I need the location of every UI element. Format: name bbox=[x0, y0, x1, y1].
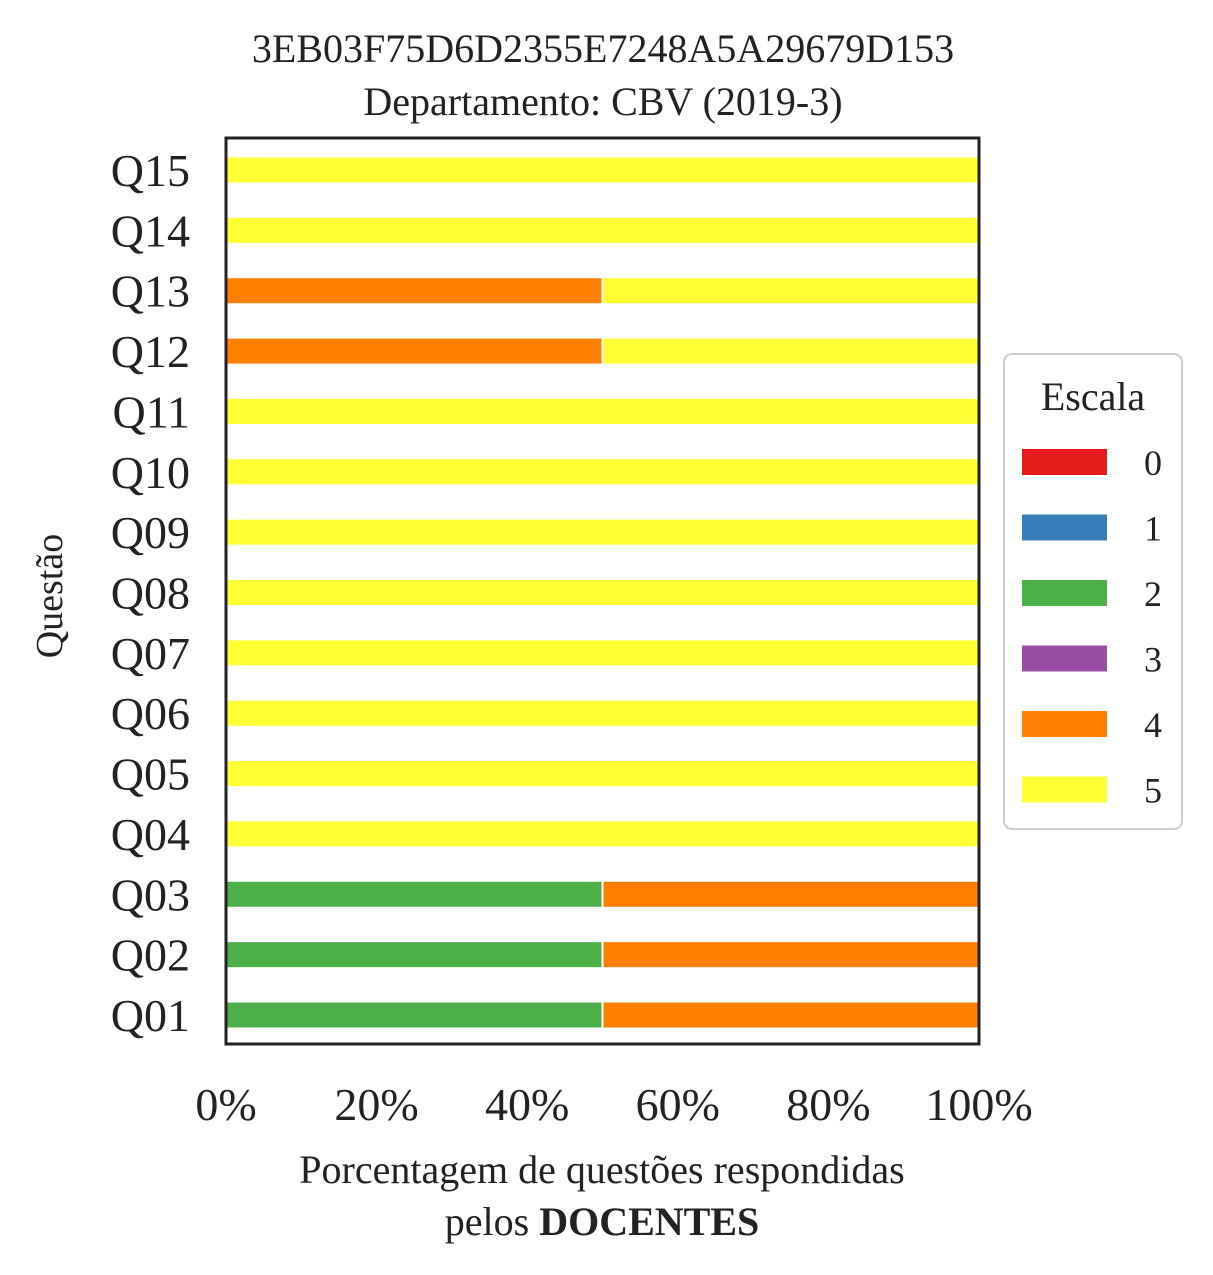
bar-q11-scale-5 bbox=[225, 396, 980, 426]
x-tick-label: 60% bbox=[636, 1079, 720, 1130]
y-tick-label: Q07 bbox=[111, 628, 190, 679]
bar-q08-scale-5 bbox=[225, 578, 980, 607]
chart-title: 3EB03F75D6D2355E7248A5A29679D153 bbox=[252, 26, 954, 71]
x-tick-label: 80% bbox=[786, 1079, 870, 1130]
y-tick-label: Q13 bbox=[111, 266, 190, 317]
bar-q01-scale-4 bbox=[601, 1000, 980, 1030]
x-axis-label-line1: Porcentagem de questões respondidas bbox=[299, 1147, 904, 1192]
y-tick-label: Q14 bbox=[111, 205, 190, 256]
bar-q09-scale-5 bbox=[225, 517, 980, 547]
legend-label-2: 2 bbox=[1144, 574, 1162, 614]
legend-label-4: 4 bbox=[1144, 705, 1162, 745]
y-tick-label: Q03 bbox=[111, 869, 190, 920]
legend-label-1: 1 bbox=[1144, 509, 1162, 549]
y-tick-label: Q10 bbox=[111, 447, 190, 498]
legend-items: 0 1 2 3 4 5 bbox=[1022, 443, 1162, 811]
chart-subtitle: Departamento: CBV (2019-3) bbox=[363, 79, 842, 124]
y-tick-label: Q04 bbox=[111, 809, 190, 860]
bar-q02-scale-4 bbox=[601, 940, 980, 970]
x-tick-label: 100% bbox=[925, 1079, 1032, 1130]
bar-q03-scale-2 bbox=[225, 879, 604, 909]
legend-swatch-4 bbox=[1022, 711, 1107, 737]
bar-q06-scale-5 bbox=[225, 698, 980, 728]
x-axis-label-bold: DOCENTES bbox=[539, 1199, 759, 1244]
x-tick-labels: 0% 20% 40% 60% 80% 100% bbox=[195, 1079, 1032, 1130]
x-axis-label-prefix: pelos bbox=[445, 1199, 539, 1244]
bar-q07-scale-5 bbox=[225, 638, 980, 668]
bar-q02-scale-2 bbox=[225, 940, 604, 970]
y-tick-label: Q08 bbox=[111, 568, 190, 619]
x-tick-label: 20% bbox=[334, 1079, 418, 1130]
y-tick-label: Q11 bbox=[112, 386, 190, 437]
bar-q12-scale-5 bbox=[601, 336, 980, 366]
legend-swatch-2 bbox=[1022, 580, 1107, 606]
legend-label-5: 5 bbox=[1144, 771, 1162, 811]
legend-swatch-1 bbox=[1022, 514, 1107, 541]
y-tick-label: Q05 bbox=[111, 749, 190, 800]
legend-label-3: 3 bbox=[1144, 640, 1162, 680]
bars-layer bbox=[225, 155, 980, 1030]
y-tick-label: Q09 bbox=[111, 507, 190, 558]
bar-q10-scale-5 bbox=[225, 457, 980, 487]
y-tick-labels: Q01 Q02 Q03 Q04 Q05 Q06 Q07 Q08 Q09 Q10 Q11 Q12 Q13 Q… bbox=[111, 145, 190, 1041]
y-tick-label: Q02 bbox=[111, 930, 190, 981]
bar-q12-scale-4 bbox=[225, 336, 604, 366]
legend: Escala 0 1 2 3 4 5 bbox=[1003, 353, 1183, 830]
x-tick-label: 0% bbox=[195, 1079, 256, 1130]
x-tick-label: 40% bbox=[485, 1079, 569, 1130]
plot-frame bbox=[224, 136, 981, 1046]
bar-q14-scale-5 bbox=[225, 215, 980, 245]
y-tick-label: Q01 bbox=[111, 990, 190, 1041]
bar-q01-scale-2 bbox=[225, 1000, 604, 1030]
bar-q15-scale-5 bbox=[225, 155, 980, 185]
y-tick-label: Q15 bbox=[111, 145, 190, 196]
bar-q05-scale-5 bbox=[225, 759, 980, 789]
x-axis-label-line2: pelos DOCENTES bbox=[445, 1199, 760, 1244]
legend-swatch-0 bbox=[1022, 449, 1107, 475]
y-axis-label: Questão bbox=[29, 534, 71, 659]
bar-q03-scale-4 bbox=[601, 879, 980, 909]
legend-title: Escala bbox=[1041, 374, 1146, 419]
legend-swatch-5 bbox=[1022, 776, 1107, 803]
bar-q04-scale-5 bbox=[225, 819, 980, 849]
bar-q13-scale-5 bbox=[601, 276, 980, 306]
legend-swatch-3 bbox=[1022, 645, 1107, 672]
y-tick-label: Q12 bbox=[111, 326, 190, 377]
bar-q13-scale-4 bbox=[225, 276, 604, 306]
y-tick-label: Q06 bbox=[111, 688, 190, 739]
legend-label-0: 0 bbox=[1144, 443, 1162, 483]
